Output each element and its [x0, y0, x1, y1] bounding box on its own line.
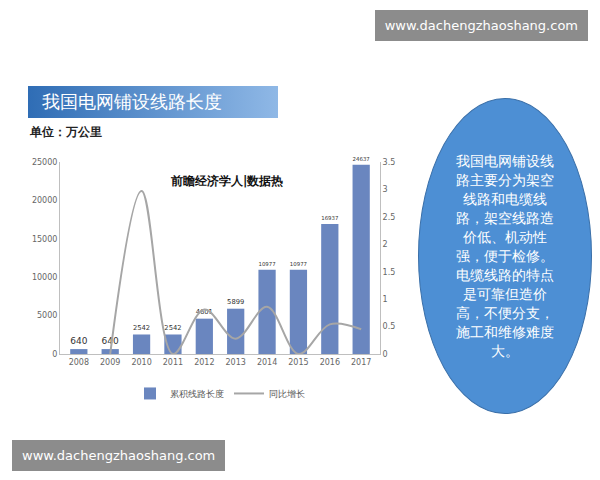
svg-text:0: 0	[383, 350, 388, 359]
svg-text:2017: 2017	[351, 358, 371, 367]
svg-text:2016: 2016	[320, 358, 340, 367]
svg-text:4601: 4601	[196, 308, 213, 316]
svg-text:2: 2	[383, 240, 388, 249]
svg-text:2.5: 2.5	[383, 213, 396, 222]
svg-text:10977: 10977	[258, 261, 275, 267]
svg-text:5899: 5899	[227, 298, 244, 306]
html-text:www.dachengzhaoshang.com: www.dachengzhaoshang.com	[384, 18, 578, 33]
svg-text:2542: 2542	[133, 324, 150, 332]
svg-text:20000: 20000	[32, 196, 57, 205]
svg-text:2542: 2542	[164, 324, 181, 332]
html-text:我国电网铺设线路长度: 我国电网铺设线路长度	[42, 91, 222, 112]
svg-text:0.5: 0.5	[383, 322, 396, 331]
svg-text:同比增长: 同比增长	[269, 389, 305, 399]
html-text:www.dachengzhaoshang.com: www.dachengzhaoshang.com	[22, 448, 216, 463]
svg-text:累积线路长度: 累积线路长度	[170, 389, 224, 399]
svg-text:24637: 24637	[353, 156, 370, 162]
svg-text:2013: 2013	[226, 358, 246, 367]
svg-text:15000: 15000	[32, 235, 57, 244]
svg-text:25000: 25000	[32, 158, 57, 167]
svg-text:2012: 2012	[194, 358, 214, 367]
svg-text:2015: 2015	[288, 358, 308, 367]
svg-text:2014: 2014	[257, 358, 277, 367]
svg-text:5000: 5000	[37, 311, 57, 320]
svg-text:2011: 2011	[163, 358, 183, 367]
svg-text:3: 3	[383, 185, 388, 194]
svg-text:2008: 2008	[69, 358, 89, 367]
svg-text:3.5: 3.5	[383, 158, 396, 167]
svg-text:前瞻经济学人|数据热: 前瞻经济学人|数据热	[170, 174, 283, 188]
svg-text:16937: 16937	[321, 215, 338, 221]
svg-text:10977: 10977	[290, 261, 307, 267]
svg-text:1.5: 1.5	[383, 268, 396, 277]
svg-text:1: 1	[383, 295, 388, 304]
svg-text:2009: 2009	[100, 358, 120, 367]
svg-text:10000: 10000	[32, 273, 57, 282]
html-text:我国电网铺设线路主要分为架空线路和电缆线路，架空线路造价低、: 我国电网铺设线路主要分为架空线路和电缆线路，架空线路造价低、机动性强，便于检修。…	[456, 152, 554, 359]
svg-text:2010: 2010	[131, 358, 151, 367]
svg-text:640: 640	[102, 336, 119, 346]
html-text:单位：万公里: 单位：万公里	[30, 125, 102, 139]
svg-text:640: 640	[70, 336, 87, 346]
svg-text:0: 0	[52, 350, 57, 359]
